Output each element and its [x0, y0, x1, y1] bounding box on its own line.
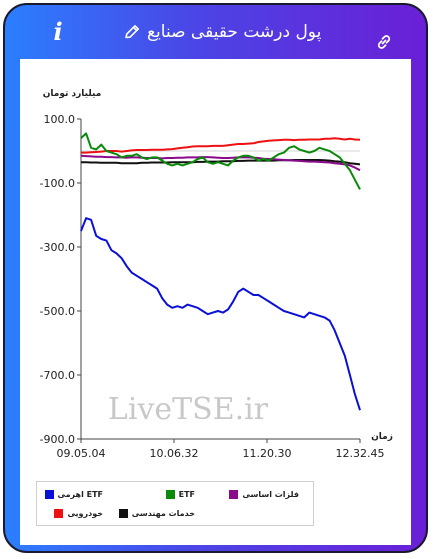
- x-axis-label: زمان: [371, 432, 393, 442]
- x-tick-label: 12.32.45: [336, 447, 385, 460]
- chart-legend: ETF اهرمی ETF فلزات اساسی خودرویی خدمات مهند…: [36, 481, 314, 526]
- legend-swatch: [165, 490, 175, 499]
- card-header: i پول درشت حقیقی صنایع: [5, 5, 426, 59]
- series-line-2: [80, 154, 361, 172]
- legend-swatch: [118, 509, 128, 518]
- pencil-icon[interactable]: [123, 23, 141, 41]
- series-line-3: [81, 137, 361, 154]
- legend-item[interactable]: خودرویی: [54, 509, 103, 518]
- legend-label: خدمات مهندسی: [131, 509, 195, 518]
- legend-label: خودرویی: [67, 509, 103, 518]
- legend-swatch: [44, 490, 54, 499]
- y-axis-label: میلیارد تومان: [43, 89, 102, 99]
- y-tick-label: 100.0: [44, 113, 76, 126]
- y-tick-label: -700.0: [40, 369, 75, 382]
- legend-swatch: [229, 490, 239, 499]
- line-chart: میلیارد تومان زمان LiveTSE.ir 100.0 -100.…: [40, 89, 393, 460]
- series-line-4: [81, 159, 361, 166]
- legend-item[interactable]: فلزات اساسی: [229, 490, 299, 499]
- link-icon-wrap: [375, 33, 393, 51]
- y-tick-label: -900.0: [40, 433, 75, 446]
- legend-label: فلزات اساسی: [242, 490, 299, 499]
- legend-label: ETF: [178, 490, 195, 499]
- watermark: LiveTSE.ir: [108, 392, 269, 427]
- page-title: پول درشت حقیقی صنایع: [147, 22, 322, 42]
- link-icon[interactable]: [375, 33, 393, 51]
- legend-label: ETF اهرمی: [57, 490, 104, 499]
- card-frame: i پول درشت حقیقی صنایع میلیارد تومان زما…: [3, 3, 428, 553]
- legend-item[interactable]: خدمات مهندسی: [118, 509, 195, 518]
- y-tick-label: -500.0: [40, 305, 75, 318]
- info-icon[interactable]: i: [53, 17, 63, 46]
- legend-item[interactable]: ETF: [165, 490, 195, 499]
- legend-item[interactable]: ETF اهرمی: [44, 490, 104, 499]
- series-line-1: [80, 132, 361, 190]
- y-tick-label: -300.0: [40, 241, 75, 254]
- x-tick-label: 11.20.30: [243, 447, 292, 460]
- x-tick-label: 09.05.04: [57, 447, 106, 460]
- y-tick-label: -100.0: [40, 177, 75, 190]
- legend-swatch: [54, 509, 64, 518]
- x-tick-label: 10.06.32: [150, 447, 199, 460]
- title-group: پول درشت حقیقی صنایع: [123, 19, 321, 45]
- series-line-0: [80, 217, 361, 411]
- chart-panel: میلیارد تومان زمان LiveTSE.ir 100.0 -100.…: [20, 59, 411, 545]
